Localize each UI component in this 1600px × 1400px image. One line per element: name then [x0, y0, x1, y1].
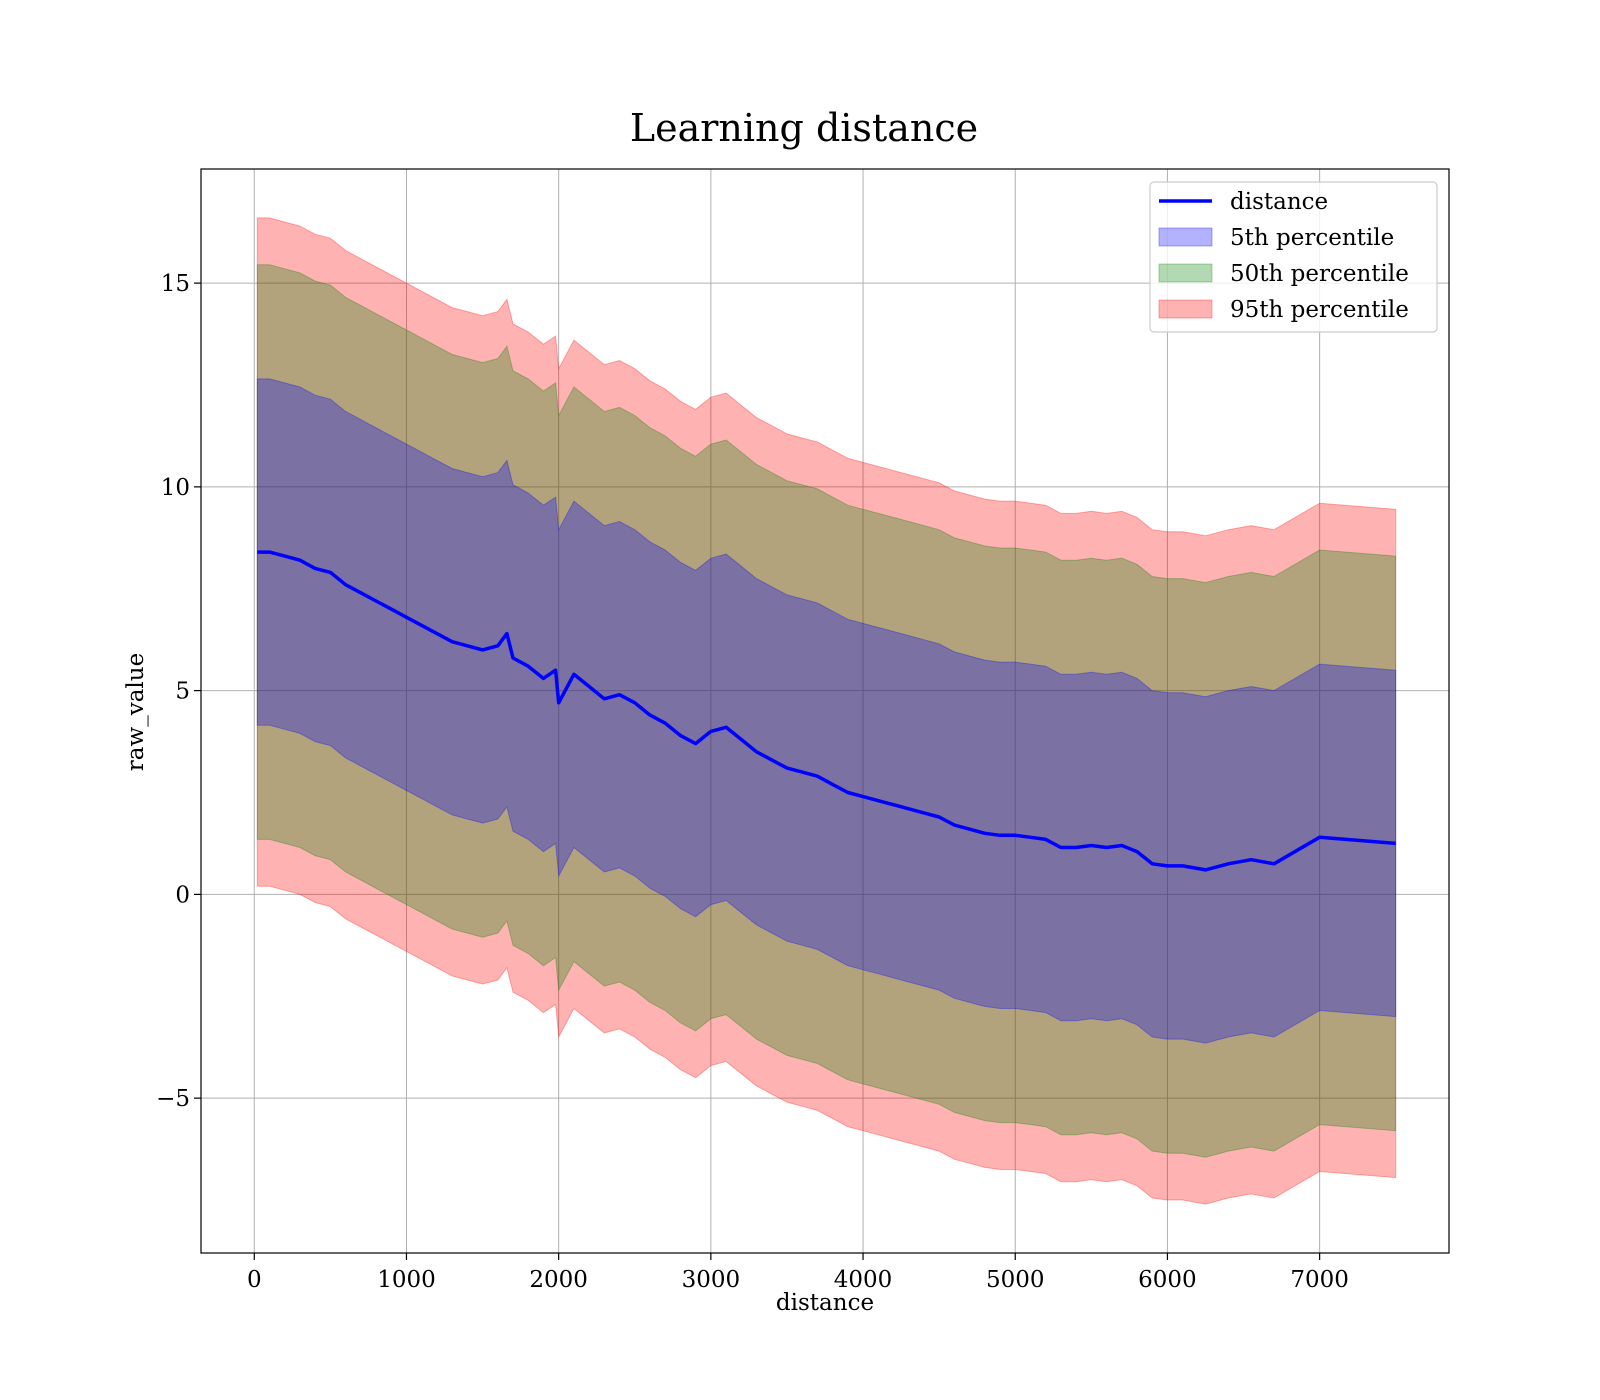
legend-swatch-95th-percentile [1158, 299, 1213, 319]
x-tick-label: 5000 [986, 1267, 1045, 1293]
legend-swatch-50th-percentile [1158, 263, 1213, 283]
x-tick-label: 2000 [529, 1267, 588, 1293]
x-tick-label: 3000 [682, 1267, 741, 1293]
x-tick-label: 0 [247, 1267, 262, 1293]
band-95th-percentile [256, 217, 1397, 1205]
distance-line-layer [257, 550, 1396, 872]
legend-label-95th-percentile: 95th percentile [1230, 297, 1409, 323]
y-tick-label: 0 [175, 882, 190, 908]
grid-lines [201, 169, 1449, 1253]
legend-label-distance: distance [1230, 189, 1328, 215]
x-axis-label: distance [776, 1290, 874, 1316]
legend-label-50th-percentile: 50th percentile [1230, 261, 1409, 287]
x-tick-label: 4000 [834, 1267, 893, 1293]
y-tick-label: 5 [175, 679, 190, 705]
x-tick-label: 1000 [377, 1267, 436, 1293]
plot-frame [200, 168, 1450, 1254]
axis-ticks: 0 1000 2000 3000 4000 5000 6000 7000 −5 0 5 10 15 [156, 271, 1349, 1293]
y-tick-label: 15 [161, 271, 190, 297]
distance-line [257, 550, 1396, 872]
x-tick-label: 7000 [1290, 1267, 1349, 1293]
legend-swatch-5th-percentile [1158, 227, 1213, 247]
band-5th-percentile [256, 378, 1397, 1044]
chart-title: Learning distance [630, 106, 978, 150]
y-tick-label: 10 [161, 475, 190, 501]
y-tick-label: −5 [156, 1086, 190, 1112]
percentile-bands [256, 217, 1397, 1205]
band-50th-percentile [256, 264, 1397, 1158]
legend-label-5th-percentile: 5th percentile [1230, 225, 1394, 251]
legend-box [1149, 181, 1438, 333]
x-tick-label: 6000 [1138, 1267, 1197, 1293]
legend: distance 5th percentile 50th percentile … [1149, 181, 1438, 333]
y-axis-label: raw_value [123, 653, 149, 771]
